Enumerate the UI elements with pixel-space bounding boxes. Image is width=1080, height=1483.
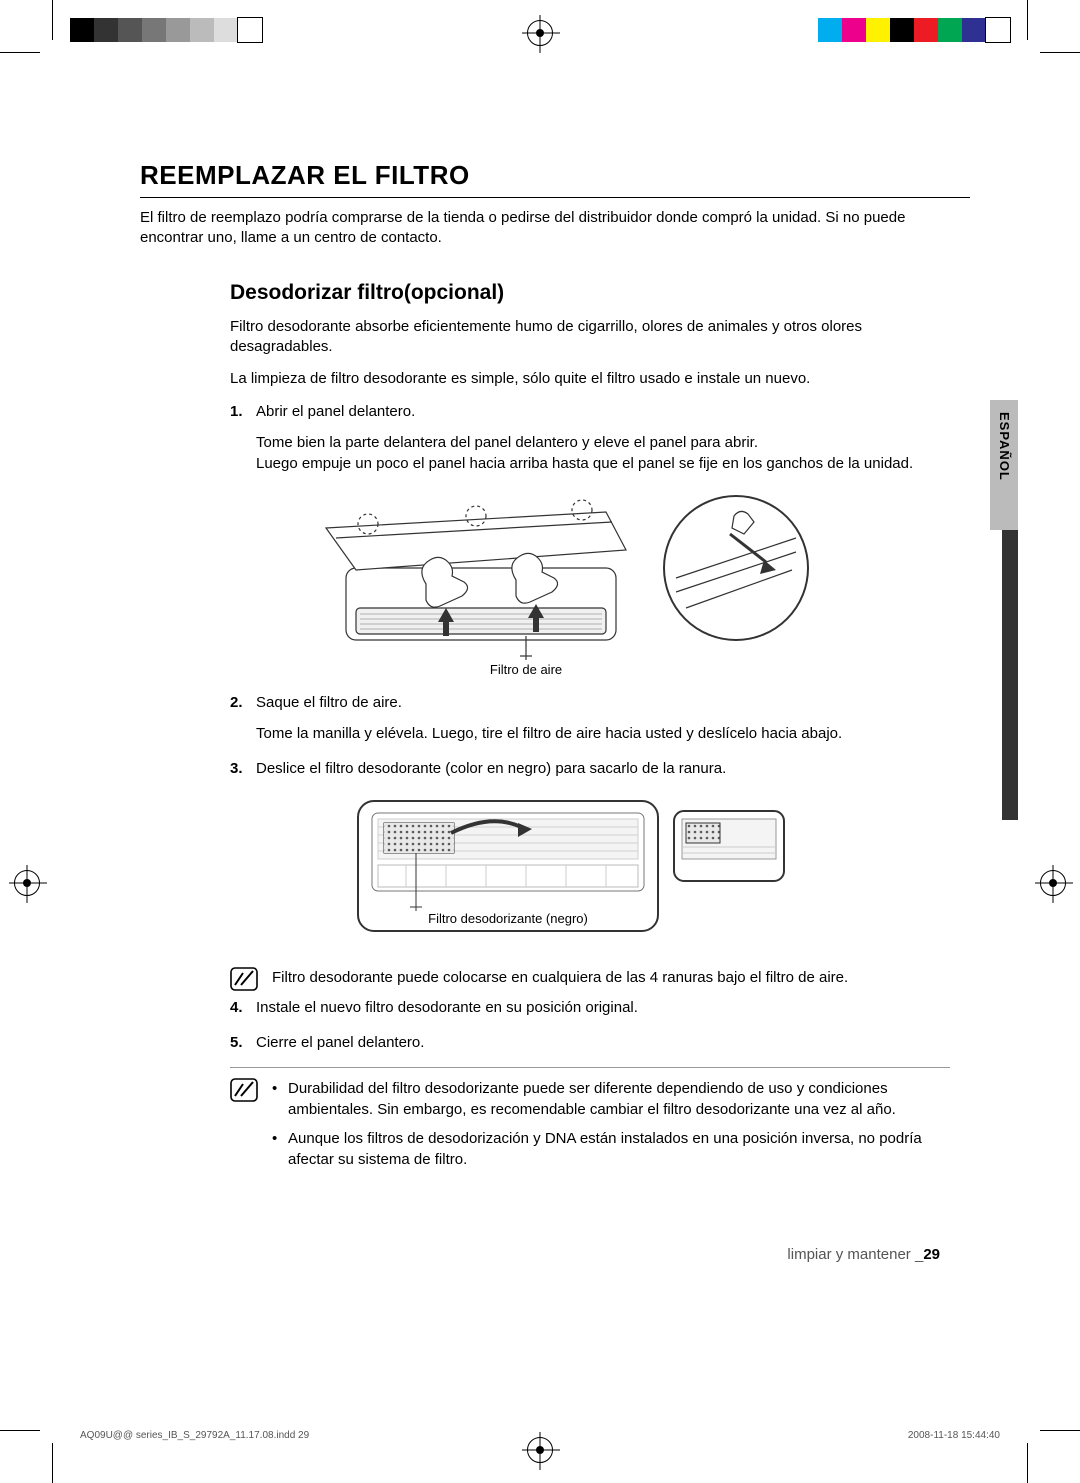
figure1-caption: Filtro de aire — [490, 662, 562, 677]
step-2-title: Saque el filtro de aire. — [256, 694, 402, 711]
color-swatch — [238, 18, 262, 42]
section-intro: Filtro desodorante absorbe eficientement… — [230, 317, 950, 390]
section-footer-label: limpiar y mantener _ — [787, 1246, 923, 1263]
note-end-list: Durabilidad del filtro desodorizante pue… — [272, 1078, 950, 1178]
step-5: Cierre el panel delantero. — [230, 1032, 950, 1053]
note-mid-text: Filtro desodorante puede colocarse en cu… — [272, 967, 848, 997]
crop-mark — [1027, 0, 1028, 40]
note-end: Durabilidad del filtro desodorizante pue… — [230, 1078, 950, 1178]
intro-paragraph: El filtro de reemplazo podría comprarse … — [140, 208, 970, 249]
color-swatch — [890, 18, 914, 42]
color-swatch — [166, 18, 190, 42]
section-intro-p2: La limpieza de filtro desodorante es sim… — [230, 369, 950, 389]
step-3: Deslice el filtro desodorante (color en … — [230, 758, 950, 953]
step-4-title: Instale el nuevo filtro desodorante en s… — [256, 999, 638, 1016]
color-swatch — [938, 18, 962, 42]
registration-mark — [14, 870, 40, 896]
color-swatch — [70, 18, 94, 42]
step-1-body: Tome bien la parte delantera del panel d… — [256, 432, 950, 474]
crop-mark — [52, 0, 53, 40]
note-icon — [230, 967, 260, 997]
note-end-item-2: Aunque los filtros de desodorización y D… — [272, 1128, 950, 1170]
page: ESPAÑOL REEMPLAZAR EL FILTRO El filtro d… — [0, 0, 1080, 1483]
step-1-title: Abrir el panel delantero. — [256, 403, 415, 420]
crop-mark — [0, 1430, 40, 1431]
color-swatch — [986, 18, 1010, 42]
steps-list-cont: Instale el nuevo filtro desodorante en s… — [230, 997, 950, 1053]
content-area: REEMPLAZAR EL FILTRO El filtro de reempl… — [140, 160, 970, 1178]
printer-colorbar-left — [70, 18, 262, 42]
step-4: Instale el nuevo filtro desodorante en s… — [230, 997, 950, 1018]
step-3-title: Deslice el filtro desodorante (color en … — [256, 760, 726, 777]
color-swatch — [118, 18, 142, 42]
note-end-item-1: Durabilidad del filtro desodorizante pue… — [272, 1078, 950, 1120]
color-swatch — [190, 18, 214, 42]
step-5-title: Cierre el panel delantero. — [256, 1034, 424, 1051]
section-footer-page: 29 — [923, 1246, 940, 1263]
crop-mark — [1040, 1430, 1080, 1431]
imposition-right: 2008-11-18 15:44:40 — [908, 1430, 1000, 1441]
figure2-caption: Filtro desodorizante (negro) — [428, 911, 588, 926]
crop-mark — [1040, 52, 1080, 53]
color-swatch — [914, 18, 938, 42]
note-mid: Filtro desodorante puede colocarse en cu… — [230, 967, 950, 997]
imposition-left: AQ09U@@ series_IB_S_29792A_11.17.08.indd… — [80, 1430, 309, 1441]
section-intro-p1: Filtro desodorante absorbe eficientement… — [230, 317, 950, 358]
crop-mark — [0, 52, 40, 53]
color-swatch — [818, 18, 842, 42]
language-tab-label: ESPAÑOL — [997, 412, 1012, 481]
title-rule — [140, 197, 970, 198]
page-title: REEMPLAZAR EL FILTRO — [140, 160, 970, 191]
crop-mark — [1027, 1443, 1028, 1483]
language-tab: ESPAÑOL — [990, 400, 1018, 820]
color-swatch — [962, 18, 986, 42]
section-footer: limpiar y mantener _29 — [787, 1246, 940, 1263]
note-icon — [230, 1078, 260, 1178]
registration-mark — [527, 20, 553, 46]
color-swatch — [142, 18, 166, 42]
printer-colorbar-right — [818, 18, 1010, 42]
color-swatch — [842, 18, 866, 42]
step-1: Abrir el panel delantero. Tome bien la p… — [230, 401, 950, 678]
figure-deodorizing-filter: Filtro desodorizante (negro) — [296, 793, 950, 953]
steps-list: Abrir el panel delantero. Tome bien la p… — [230, 401, 950, 953]
thin-rule — [230, 1067, 950, 1068]
crop-mark — [52, 1443, 53, 1483]
section-heading: Desodorizar filtro(opcional) — [230, 281, 970, 305]
color-swatch — [866, 18, 890, 42]
figure-open-panel: Filtro de aire — [296, 488, 950, 678]
registration-mark — [1040, 870, 1066, 896]
color-swatch — [94, 18, 118, 42]
color-swatch — [214, 18, 238, 42]
step-2: Saque el filtro de aire. Tome la manilla… — [230, 692, 950, 744]
step-2-body: Tome la manilla y elévela. Luego, tire e… — [256, 723, 950, 744]
registration-mark — [527, 1437, 553, 1463]
